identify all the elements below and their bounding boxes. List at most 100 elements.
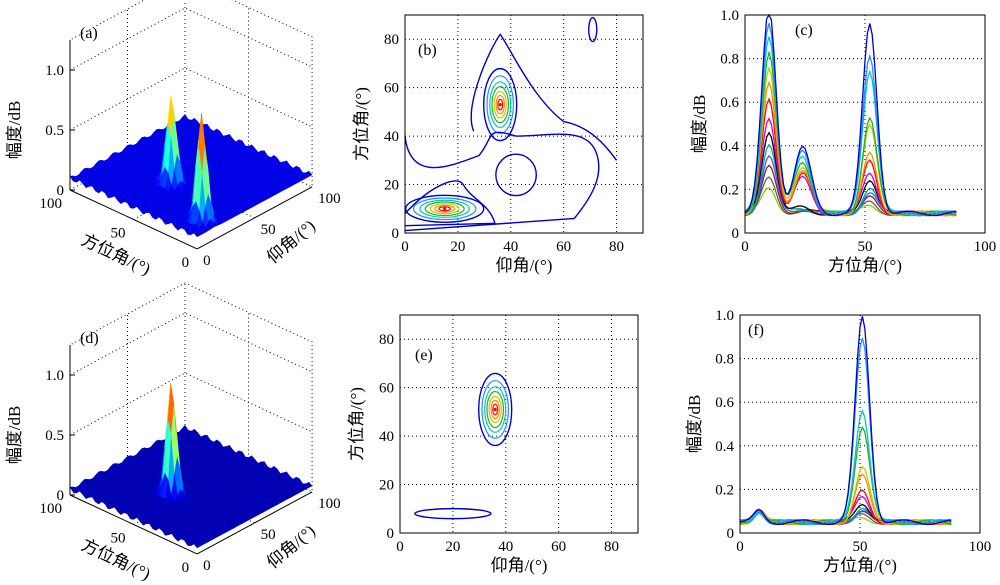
z-tick-label: 0 bbox=[57, 183, 65, 199]
y-tick-label: 20 bbox=[384, 178, 399, 194]
elevation-tick-label: 50 bbox=[261, 222, 276, 238]
azimuth-tick-label: 100 bbox=[40, 501, 63, 517]
contour-line bbox=[478, 372, 513, 447]
plot-frame bbox=[399, 314, 639, 534]
wall-grid-line bbox=[69, 7, 313, 71]
plot-frame bbox=[404, 14, 644, 234]
x-tick-label: 0 bbox=[741, 239, 749, 255]
z-tick-label: 0.5 bbox=[45, 123, 64, 139]
contour-line bbox=[470, 33, 618, 161]
x-axis-label: 方位角/(°) bbox=[823, 556, 897, 575]
y-tick-label: 80 bbox=[384, 32, 399, 48]
y-tick-label: 0 bbox=[732, 226, 740, 242]
wall-grid-line bbox=[69, 67, 313, 131]
elevation-tick-label: 0 bbox=[203, 558, 211, 574]
x-tick-label: 80 bbox=[609, 239, 624, 255]
series-line bbox=[739, 337, 952, 525]
elevation-tick-label: 0 bbox=[203, 253, 211, 269]
surface-patch bbox=[69, 175, 77, 182]
azimuth-tick-label: 0 bbox=[182, 255, 190, 271]
peak-marker bbox=[493, 407, 497, 412]
wall-grid-line bbox=[69, 312, 313, 376]
x-tick-label: 20 bbox=[445, 539, 460, 555]
y-tick-label: 0 bbox=[387, 526, 395, 542]
x-tick-label: 0 bbox=[396, 539, 404, 555]
surface-mesh bbox=[69, 95, 313, 238]
x-tick-label: 60 bbox=[551, 539, 566, 555]
panel-label: (e) bbox=[415, 347, 433, 364]
contour-line bbox=[491, 86, 510, 124]
peak-marker bbox=[498, 103, 502, 107]
z-tick-label: 0 bbox=[57, 488, 65, 504]
contour-line bbox=[588, 16, 598, 43]
y-axis-label: 幅度/dB bbox=[690, 95, 709, 154]
contour-line bbox=[404, 194, 485, 223]
y-tick-label: 20 bbox=[379, 478, 394, 494]
y-tick-label: 0.4 bbox=[715, 439, 734, 455]
plot-frame bbox=[739, 314, 981, 534]
contour-line bbox=[414, 507, 492, 520]
panel-label: (a) bbox=[80, 25, 98, 42]
wall-grid-line bbox=[69, 372, 313, 436]
contour-line bbox=[489, 81, 512, 129]
y-tick-label: 60 bbox=[379, 381, 394, 397]
x-tick-label: 60 bbox=[556, 239, 571, 255]
contour-line bbox=[486, 390, 505, 429]
y-tick-label: 0 bbox=[392, 226, 400, 242]
y-tick-label: 0.6 bbox=[715, 395, 734, 411]
y-tick-label: 40 bbox=[379, 429, 394, 445]
x-tick-label: 20 bbox=[450, 239, 465, 255]
contour-line bbox=[429, 203, 460, 215]
panel-label: (f) bbox=[748, 322, 764, 339]
contour-line bbox=[495, 94, 505, 115]
x-tick-label: 40 bbox=[498, 539, 513, 555]
contour-line bbox=[493, 90, 507, 119]
y-tick-label: 1.0 bbox=[715, 308, 734, 324]
x-axis-label: 仰角/(°) bbox=[491, 556, 548, 575]
panel-label: (d) bbox=[80, 330, 99, 347]
x-axis-label: 方位角/(°) bbox=[828, 256, 902, 275]
y-tick-label: 0.6 bbox=[720, 95, 739, 111]
contour-line bbox=[488, 395, 502, 424]
peak-marker bbox=[443, 207, 447, 211]
x-tick-label: 0 bbox=[736, 539, 744, 555]
azimuth-tick-label: 100 bbox=[40, 196, 63, 212]
surface-mesh bbox=[69, 383, 313, 549]
y-tick-label: 40 bbox=[384, 129, 399, 145]
panel-label: (c) bbox=[795, 22, 813, 39]
contour-line bbox=[412, 197, 477, 221]
contour-line bbox=[404, 131, 600, 232]
y-tick-label: 80 bbox=[379, 332, 394, 348]
z-tick-label: 0.5 bbox=[45, 428, 64, 444]
plot-frame bbox=[744, 14, 986, 234]
elevation-tick-label: 100 bbox=[318, 191, 341, 207]
azimuth-axis bbox=[69, 494, 198, 555]
contour-line bbox=[404, 180, 496, 227]
azimuth-tick-label: 50 bbox=[111, 530, 126, 546]
elevation-tick-label: 100 bbox=[318, 496, 341, 512]
contour-line bbox=[481, 380, 509, 439]
azimuth-axis bbox=[69, 189, 198, 250]
y-tick-label: 0.8 bbox=[715, 352, 734, 368]
x-tick-label: 80 bbox=[604, 539, 619, 555]
contour-line bbox=[483, 67, 518, 142]
y-tick-label: 60 bbox=[384, 81, 399, 97]
z-axis-label: 幅度/dB bbox=[5, 101, 24, 160]
y-tick-label: 0 bbox=[727, 526, 735, 542]
y-axis-label: 方位角/(°) bbox=[347, 387, 366, 461]
y-axis-label: 方位角/(°) bbox=[352, 87, 371, 161]
contour-line bbox=[497, 98, 504, 111]
azimuth-tick-label: 0 bbox=[182, 560, 190, 576]
contour-line bbox=[492, 403, 499, 416]
contour-line bbox=[486, 75, 514, 135]
contour-line bbox=[438, 206, 451, 212]
elevation-axis bbox=[196, 186, 313, 250]
x-tick-label: 50 bbox=[858, 239, 873, 255]
x-tick-label: 40 bbox=[503, 239, 518, 255]
series-line bbox=[739, 316, 952, 525]
y-tick-label: 1.0 bbox=[720, 8, 739, 24]
surface-patch bbox=[69, 486, 77, 493]
z-tick-label: 1.0 bbox=[45, 368, 64, 384]
contour-line bbox=[484, 386, 507, 433]
